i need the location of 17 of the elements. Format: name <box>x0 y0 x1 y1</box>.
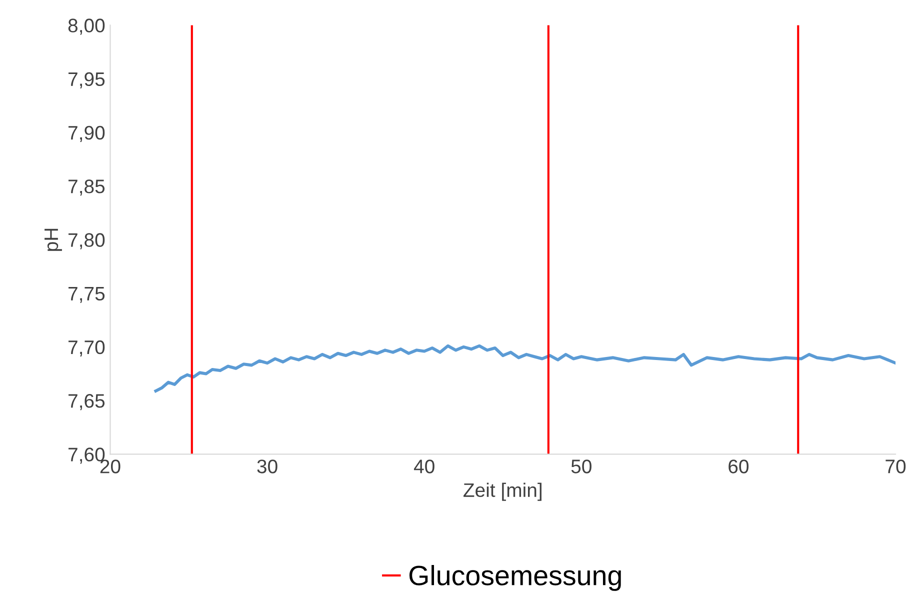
x-tick-label: 40 <box>414 460 434 474</box>
x-axis-title: Zeit [min] <box>464 482 542 501</box>
y-tick-label: 7,75 <box>68 286 105 303</box>
y-tick-label: 7,95 <box>68 72 105 88</box>
y-tick-label: 7,85 <box>68 180 105 196</box>
x-tick-label: 50 <box>571 460 592 474</box>
line-series <box>154 344 896 392</box>
x-tick-label: 30 <box>257 460 278 474</box>
x-tick-label: 60 <box>728 460 749 474</box>
y-tick-label: 7,80 <box>68 233 105 250</box>
y-tick-label: 7,90 <box>68 126 105 142</box>
x-tick-label: 70 <box>886 460 906 474</box>
y-axis-title: pH <box>44 228 62 251</box>
legend-label: Glucosemessung <box>409 565 621 591</box>
y-tick-label: 8,00 <box>68 18 105 35</box>
y-tick-label: 7,65 <box>68 394 105 410</box>
y-tick-label: 7,70 <box>68 340 105 356</box>
